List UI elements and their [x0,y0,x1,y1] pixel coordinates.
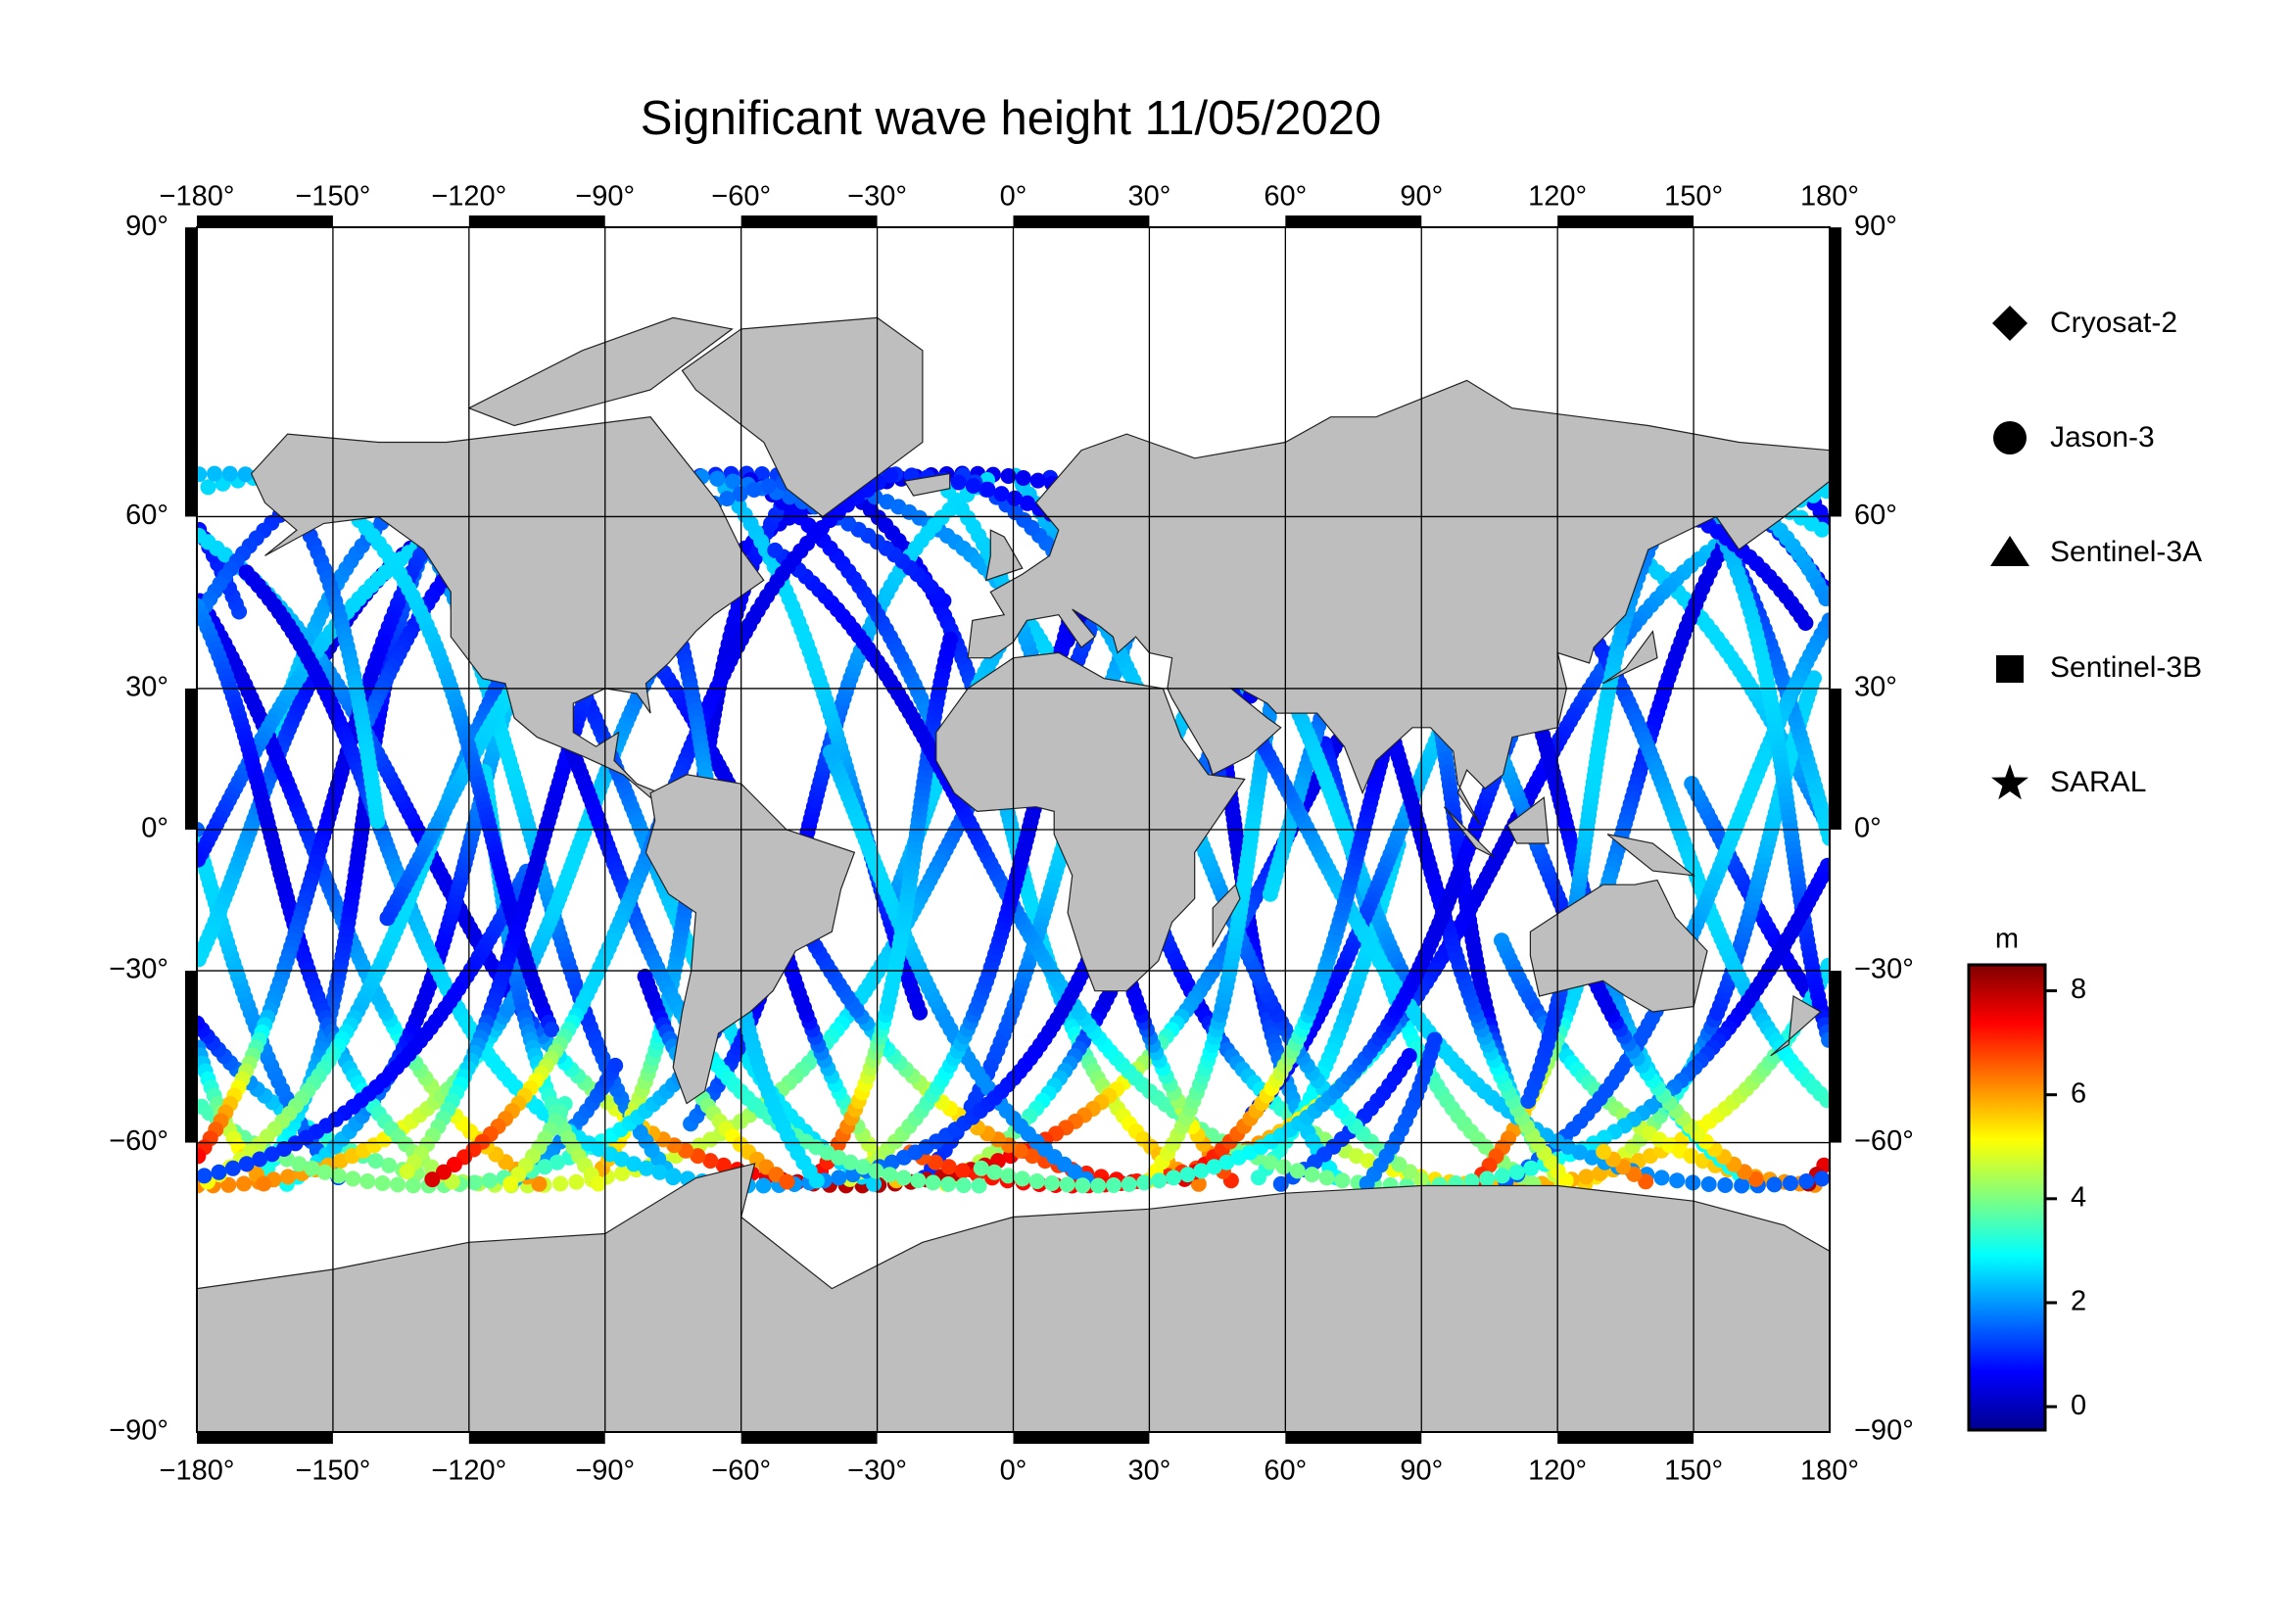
track-point [607,1057,624,1074]
track-point [1304,1167,1320,1183]
track-point [316,1164,333,1180]
track-point [367,1153,384,1170]
track-point [345,1170,361,1187]
track-point [754,466,770,482]
track-point [1684,776,1700,792]
track-point [197,1015,206,1031]
track-point [822,744,838,760]
track-point [940,1159,957,1175]
track-point [359,1173,376,1189]
track-point [197,1148,207,1165]
track-point [1578,1169,1595,1185]
track-point [552,1175,569,1192]
track-point [197,851,207,868]
track-point [280,1169,297,1185]
track-point [954,1163,971,1179]
track-point [197,527,207,544]
track-point [1818,591,1830,607]
track-point [1015,470,1031,486]
track-point [481,1172,498,1189]
track-point [709,470,726,487]
track-point [702,1153,719,1170]
track-point [1000,468,1017,484]
track-point [1360,1153,1376,1170]
track-point [1262,885,1278,902]
track-point [1683,1148,1699,1165]
track-point [1508,1164,1525,1180]
track-point [1334,1172,1351,1189]
track-point [220,1176,237,1193]
track-point [390,1176,406,1193]
track-point [405,1177,421,1194]
track-point [690,1148,706,1165]
track-point [1275,1159,1292,1175]
track-point [1025,1148,1041,1165]
track-point [236,1175,252,1192]
track-point [1797,615,1814,631]
track-point [568,1173,585,1190]
track-point [1029,472,1046,489]
track-point [381,1157,398,1173]
track-point [1523,1160,1540,1176]
track-point [1318,1170,1335,1186]
track-point [1806,670,1822,687]
track-point [942,631,959,647]
track-point [256,1175,272,1192]
track-point [639,1160,654,1176]
track-point [374,1175,391,1191]
track-point [1251,1170,1266,1186]
track-point [1289,1163,1306,1179]
track-point [831,1170,847,1186]
track-point [665,1168,682,1184]
track-point [755,1177,772,1194]
track-point [614,1166,631,1181]
track-point [715,1157,732,1173]
track-point [200,479,216,496]
track-point [1190,1175,1207,1192]
track-point [531,1175,548,1192]
track-point [1479,1170,1496,1187]
track-point [1272,1175,1289,1192]
track-point [651,1164,668,1180]
track-point [304,1160,320,1176]
track-point [1820,957,1830,974]
track-point [767,542,784,558]
track-point [1348,1148,1364,1165]
track-point [1494,1168,1510,1184]
